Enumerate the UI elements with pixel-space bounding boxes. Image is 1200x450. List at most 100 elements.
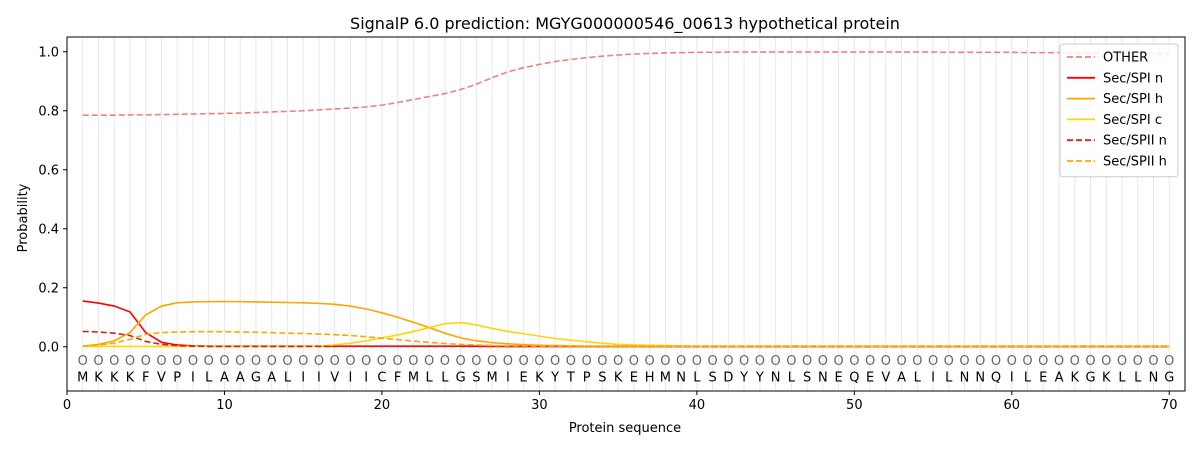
prediction-label: O <box>1133 354 1143 369</box>
prediction-label: O <box>802 354 812 369</box>
prediction-label: O <box>345 354 355 369</box>
residue-label: Q <box>849 370 859 385</box>
prediction-label: O <box>676 354 686 369</box>
residue-label: E <box>630 370 638 385</box>
prediction-label: O <box>1117 354 1127 369</box>
y-axis-label: Probability <box>16 183 31 252</box>
series-lines <box>82 51 1170 348</box>
prediction-label: O <box>267 354 277 369</box>
residue-label: P <box>583 370 591 385</box>
prediction-label: O <box>78 354 88 369</box>
prediction-label: O <box>408 354 418 369</box>
prediction-label: O <box>613 354 623 369</box>
prediction-label: O <box>188 354 198 369</box>
prediction-label: O <box>912 354 922 369</box>
prediction-label: O <box>1101 354 1111 369</box>
residue-label: S <box>803 370 811 385</box>
prediction-label: O <box>519 354 529 369</box>
prediction-label: O <box>235 354 245 369</box>
residue-label: G <box>456 370 466 385</box>
residue-label: A <box>1055 370 1064 385</box>
prediction-label: O <box>282 354 292 369</box>
residue-label: L <box>205 370 213 385</box>
prediction-label: O <box>204 354 214 369</box>
prediction-label: O <box>975 354 985 369</box>
residue-label: L <box>1118 370 1126 385</box>
prediction-label: O <box>928 354 938 369</box>
residue-label: L <box>788 370 796 385</box>
residue-label: L <box>1134 370 1142 385</box>
prediction-label: O <box>393 354 403 369</box>
x-axis-label: Protein sequence <box>569 421 681 436</box>
residue-label: E <box>834 370 842 385</box>
legend-label: Sec/SPII n <box>1103 134 1167 149</box>
prediction-label: O <box>597 354 607 369</box>
prediction-label: O <box>1022 354 1032 369</box>
prediction-label: O <box>251 354 261 369</box>
residue-label: V <box>881 370 890 385</box>
residue-label: G <box>251 370 261 385</box>
x-tick-label: 70 <box>1161 398 1178 413</box>
series-line <box>82 51 1170 116</box>
residue-label: A <box>267 370 276 385</box>
prediction-label: O <box>1148 354 1158 369</box>
residue-label: Y <box>550 370 559 385</box>
residue-label: Y <box>739 370 748 385</box>
prediction-label: O <box>959 354 969 369</box>
prediction-label: O <box>818 354 828 369</box>
prediction-label: O <box>424 354 434 369</box>
prediction-label: O <box>456 354 466 369</box>
prediction-label: O <box>471 354 481 369</box>
prediction-label: O <box>534 354 544 369</box>
prediction-label: O <box>865 354 875 369</box>
prediction-label: O <box>881 354 891 369</box>
residue-label: L <box>441 370 449 385</box>
prediction-label: O <box>991 354 1001 369</box>
residue-label: I <box>1010 370 1014 385</box>
y-tick-label: 0.0 <box>38 340 59 355</box>
plot-frame <box>66 36 1186 392</box>
residue-label: N <box>771 370 781 385</box>
residue-label: N <box>676 370 686 385</box>
prediction-label: O <box>1038 354 1048 369</box>
prediction-label: O <box>849 354 859 369</box>
residue-label: N <box>975 370 985 385</box>
prediction-label: O <box>944 354 954 369</box>
y-tick-label: 0.2 <box>38 281 59 296</box>
legend-label: Sec/SPI h <box>1103 92 1163 107</box>
x-axis-ticks: 0 10 20 30 40 50 60 70 <box>63 391 1178 413</box>
prediction-label: O <box>550 354 560 369</box>
legend-label: OTHER <box>1103 51 1148 66</box>
prediction-label: O <box>361 354 371 369</box>
residue-label: T <box>566 370 575 385</box>
prediction-label: O <box>125 354 135 369</box>
prediction-label: O <box>739 354 749 369</box>
y-tick-label: 0.8 <box>38 104 59 119</box>
prediction-label: O <box>109 354 119 369</box>
prediction-label: O <box>707 354 717 369</box>
prediction-label: O <box>896 354 906 369</box>
residue-label: S <box>708 370 716 385</box>
residue-label: M <box>487 370 498 385</box>
prediction-label: O <box>487 354 497 369</box>
residue-label: K <box>614 370 623 385</box>
series-line <box>82 321 1170 348</box>
residue-label: A <box>236 370 245 385</box>
residue-label: N <box>960 370 970 385</box>
residue-label: K <box>535 370 544 385</box>
residue-label: I <box>317 370 321 385</box>
legend-label: Sec/SPII h <box>1103 155 1167 170</box>
residue-label: I <box>191 370 195 385</box>
x-tick-label: 0 <box>63 398 71 413</box>
residue-labels: OMOKOKOKOFOVOPOIOLOAOAOGOAOLOIOIOVOIOIOC… <box>77 354 1174 385</box>
prediction-label: O <box>833 354 843 369</box>
prediction-label: O <box>219 354 229 369</box>
prediction-label: O <box>141 354 151 369</box>
residue-label: V <box>330 370 339 385</box>
prediction-label: O <box>377 354 387 369</box>
prediction-label: O <box>566 354 576 369</box>
residue-label: I <box>364 370 368 385</box>
x-tick-label: 20 <box>374 398 391 413</box>
prediction-label: O <box>1007 354 1017 369</box>
